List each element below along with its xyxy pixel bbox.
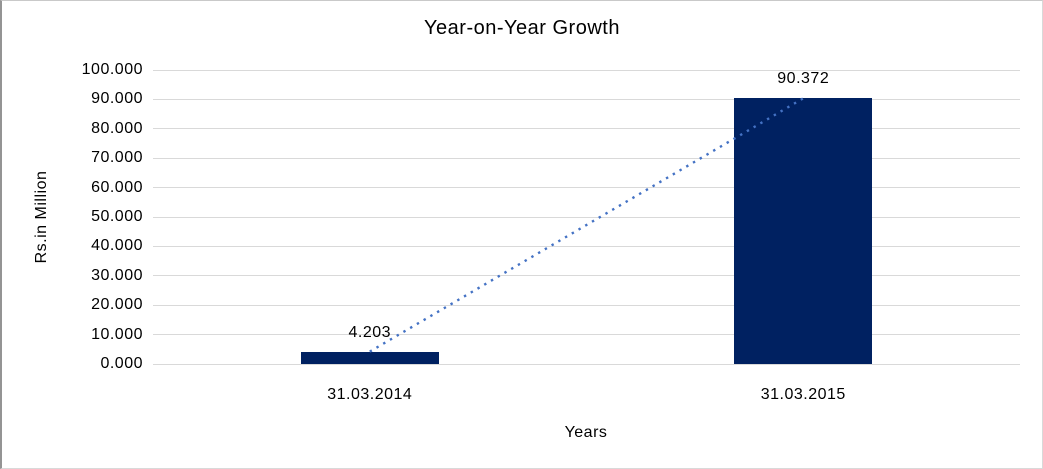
gridline (153, 187, 1020, 189)
data-label: 4.203 (348, 323, 392, 341)
gridline (153, 304, 1020, 306)
gridline (153, 245, 1020, 247)
gridline (153, 157, 1020, 159)
bar-31.03.2015 (734, 98, 873, 364)
data-label: 90.372 (777, 70, 830, 88)
gridline (153, 128, 1020, 130)
gridline (153, 334, 1020, 336)
trendline (369, 97, 804, 353)
y-tick-label: 70.000 (91, 149, 143, 167)
gridline (153, 216, 1020, 218)
y-tick-label: 80.000 (91, 119, 143, 137)
y-tick-label: 20.000 (91, 296, 143, 314)
x-tick-label: 31.03.2014 (327, 386, 413, 403)
bar-31.03.2014 (300, 351, 439, 364)
x-axis-title: Years (564, 424, 608, 441)
x-tick-label: 31.03.2015 (760, 386, 846, 403)
gridline (153, 275, 1020, 277)
gridline (153, 363, 1020, 365)
y-tick-label: 50.000 (91, 208, 143, 225)
chart-title: Year-on-Year Growth (424, 17, 620, 39)
y-tick-label: 60.000 (91, 178, 143, 196)
y-tick-label: 10.000 (91, 325, 143, 343)
y-tick-label: 100.000 (81, 61, 143, 78)
y-tick-label: 30.000 (91, 266, 143, 284)
plot-area: 4.203 90.372 (153, 69, 1020, 365)
gridline (153, 69, 1020, 71)
y-tick-label: 40.000 (91, 237, 143, 255)
gridline (153, 98, 1020, 100)
y-tick-label: 90.000 (91, 90, 143, 108)
y-tick-label: 0.000 (100, 355, 143, 372)
